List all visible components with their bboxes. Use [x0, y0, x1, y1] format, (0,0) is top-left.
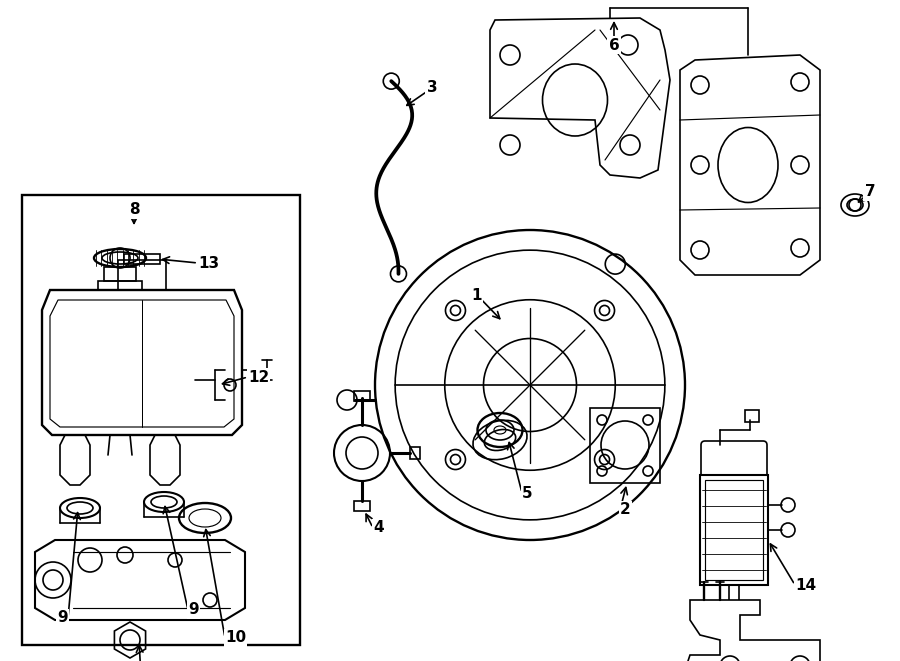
- Text: 13: 13: [198, 256, 219, 270]
- Bar: [745, 410, 759, 422]
- Bar: [124, 254, 160, 264]
- Text: 7: 7: [865, 184, 876, 200]
- Polygon shape: [490, 18, 670, 178]
- Polygon shape: [680, 55, 820, 275]
- Text: 9: 9: [58, 611, 68, 625]
- Bar: [104, 267, 136, 281]
- Bar: [98, 281, 142, 291]
- Bar: [354, 501, 370, 511]
- Bar: [118, 260, 166, 290]
- Text: 6: 6: [608, 38, 619, 52]
- Text: 4: 4: [373, 520, 383, 535]
- Text: 2: 2: [620, 502, 631, 518]
- Bar: [590, 408, 660, 483]
- Text: 14: 14: [795, 578, 816, 592]
- Polygon shape: [35, 540, 245, 620]
- Text: 9: 9: [188, 602, 199, 617]
- Text: 3: 3: [427, 81, 437, 95]
- Bar: [700, 475, 768, 585]
- Text: 5: 5: [522, 485, 533, 500]
- Bar: [705, 480, 763, 580]
- FancyBboxPatch shape: [701, 441, 767, 481]
- Bar: [410, 447, 420, 459]
- Text: 12: 12: [248, 369, 269, 385]
- Text: 10: 10: [225, 631, 246, 646]
- Polygon shape: [42, 290, 242, 435]
- Polygon shape: [680, 600, 820, 661]
- Text: 1: 1: [472, 288, 482, 303]
- Bar: [354, 391, 370, 401]
- Text: 8: 8: [129, 202, 140, 217]
- Bar: [22, 195, 300, 645]
